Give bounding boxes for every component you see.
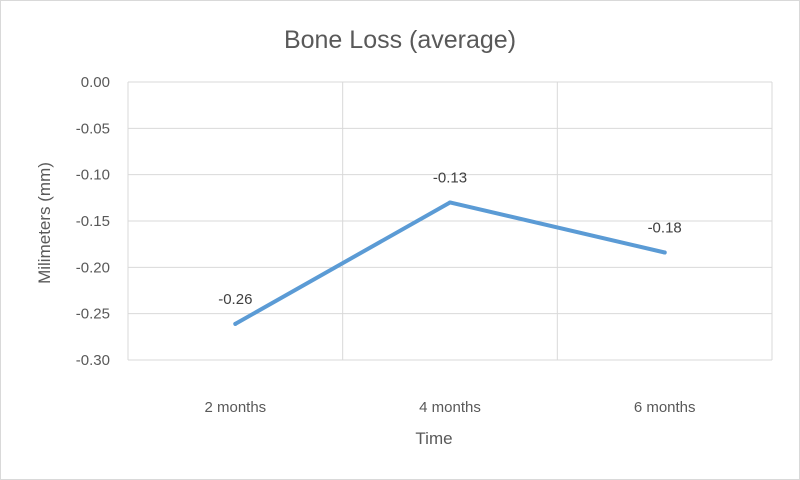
y-tick-label: -0.25 — [76, 306, 110, 323]
x-tick-label: 2 months — [204, 399, 266, 416]
y-tick-label: -0.15 — [76, 213, 110, 230]
data-point — [662, 250, 667, 255]
y-tick-label: -0.30 — [76, 352, 110, 369]
data-label: -0.26 — [218, 291, 252, 308]
y-tick-label: -0.10 — [76, 167, 110, 184]
data-label: -0.18 — [648, 220, 682, 237]
data-point — [233, 321, 238, 326]
y-axis-title: Milimeters (mm) — [35, 162, 54, 284]
chart-title: Bone Loss (average) — [284, 26, 516, 54]
x-tick-label: 6 months — [634, 399, 696, 416]
x-tick-label: 4 months — [419, 399, 481, 416]
data-label: -0.13 — [433, 169, 467, 186]
gridlines — [127, 81, 773, 361]
y-axis-ticks: 0.00 -0.05 -0.10 -0.15 -0.20 -0.25 -0.30 — [76, 74, 110, 369]
y-tick-label: -0.20 — [76, 259, 110, 276]
data-labels: -0.26 -0.13 -0.18 — [218, 169, 682, 307]
x-axis-ticks: 2 months 4 months 6 months — [204, 399, 695, 416]
y-tick-label: -0.05 — [76, 120, 110, 137]
x-axis-title: Time — [415, 429, 452, 448]
y-tick-label: 0.00 — [81, 74, 110, 91]
series-layer — [233, 200, 667, 326]
data-point — [448, 200, 452, 205]
